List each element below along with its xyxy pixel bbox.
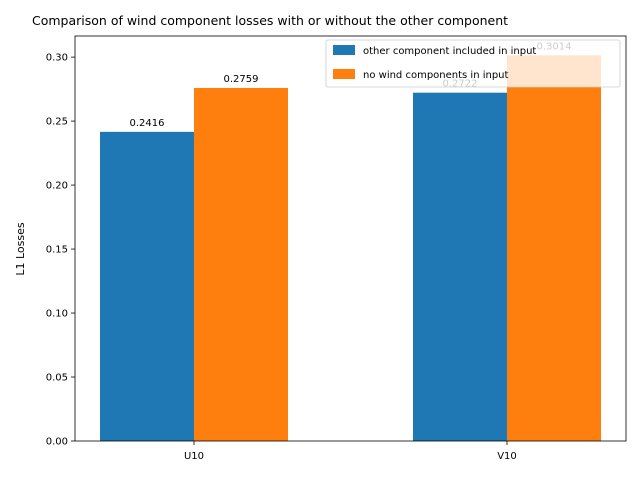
bar-v10-series-1 [507, 55, 601, 442]
y-axis: 0.00 0.05 0.10 0.15 0.20 0.25 0.30 [46, 53, 75, 448]
x-tick-label-u10: U10 [184, 451, 204, 462]
legend-swatch-no-wind-components [333, 69, 355, 79]
bar-u10-series-0 [100, 131, 194, 441]
y-tick-label: 0.30 [46, 53, 68, 64]
x-tick-label-v10: V10 [497, 451, 517, 462]
bar-v10-series-0 [413, 92, 507, 442]
y-tick-label: 0.10 [46, 309, 68, 320]
y-axis-label: L1 Losses [14, 222, 27, 276]
legend: other component included in input no win… [325, 39, 621, 88]
y-tick-label: 0.20 [46, 181, 68, 192]
legend-label-other-component: other component included in input [363, 46, 536, 57]
legend-box [325, 39, 621, 88]
data-label-u10-series-0: 0.2416 [130, 118, 165, 129]
y-tick-label: 0.15 [46, 245, 68, 256]
legend-label-no-wind-components: no wind components in input [363, 70, 509, 81]
y-tick-label: 0.25 [46, 117, 68, 128]
data-label-u10-series-1: 0.2759 [224, 74, 259, 85]
bar-u10-series-1 [194, 87, 288, 441]
legend-swatch-other-component [333, 45, 355, 55]
x-axis: U10 V10 [184, 441, 517, 462]
chart-title: Comparison of wind component losses with… [32, 13, 508, 28]
bars-group [100, 55, 601, 442]
y-tick-label: 0.05 [46, 373, 68, 384]
plot-frame [74, 35, 627, 442]
y-tick-label: 0.00 [46, 437, 68, 448]
